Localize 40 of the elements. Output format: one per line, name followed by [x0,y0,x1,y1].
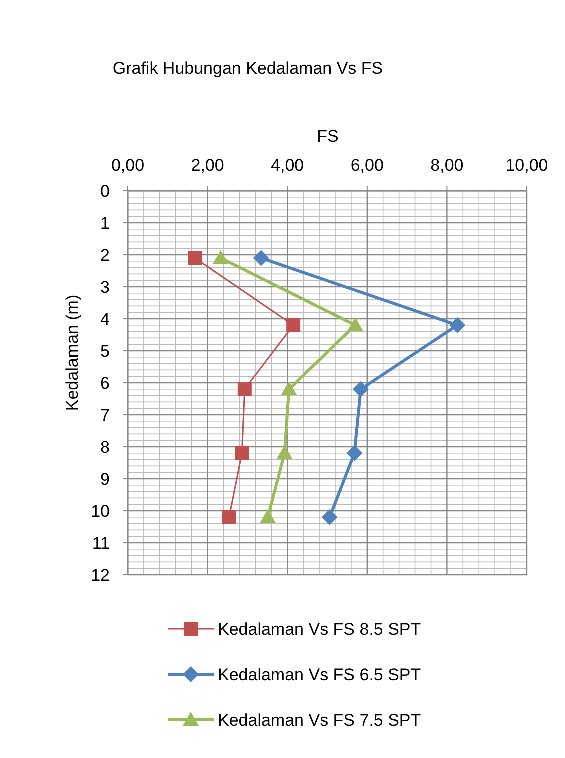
point [347,317,364,332]
y-tick-label: 0 [100,182,110,201]
point [260,509,276,524]
point [238,382,252,396]
point [222,510,236,524]
y-tick-label: 9 [100,470,110,489]
point [281,381,298,396]
y-tick-label: 8 [100,438,110,457]
y-tick-label: 4 [100,310,110,329]
x-tick-label: 10,00 [506,156,548,175]
point [253,250,270,266]
point [286,318,301,332]
x-tick-label: 2,00 [191,156,224,175]
x-tick-label: 8,00 [430,156,464,175]
point [346,445,363,462]
y-tick-label: 11 [92,534,110,553]
x-tick-label: 4,00 [271,156,304,175]
point [450,317,466,334]
y-tick-label: 7 [100,406,110,425]
point [235,446,250,460]
y-tick-label: 3 [100,278,110,297]
x-tick-label: 6,00 [350,156,384,175]
y-axis-title: Kedalaman (m) [63,294,82,412]
legend-label: Kedalaman Vs FS 6.5 SPT [218,666,422,684]
y-tick-label: 1 [100,214,110,233]
y-tick-label: 12 [91,566,110,585]
point [353,381,370,398]
x-axis-title: FS [317,127,339,146]
chart-title: Grafik Hubungan Kedalaman Vs FS [112,59,384,78]
y-tick-label: 5 [100,342,110,361]
point [322,509,338,526]
y-tick-label: 2 [100,246,110,265]
x-tick-label: 0,00 [111,156,145,175]
legend-label: Kedalaman Vs FS 7.5 SPT [218,711,422,730]
point [188,251,202,266]
point [212,250,229,264]
point [276,445,293,460]
y-tick-label: 6 [100,374,110,393]
legend-label: Kedalaman Vs FS 8.5 SPT [218,620,422,639]
y-tick-label: 10 [91,502,110,521]
